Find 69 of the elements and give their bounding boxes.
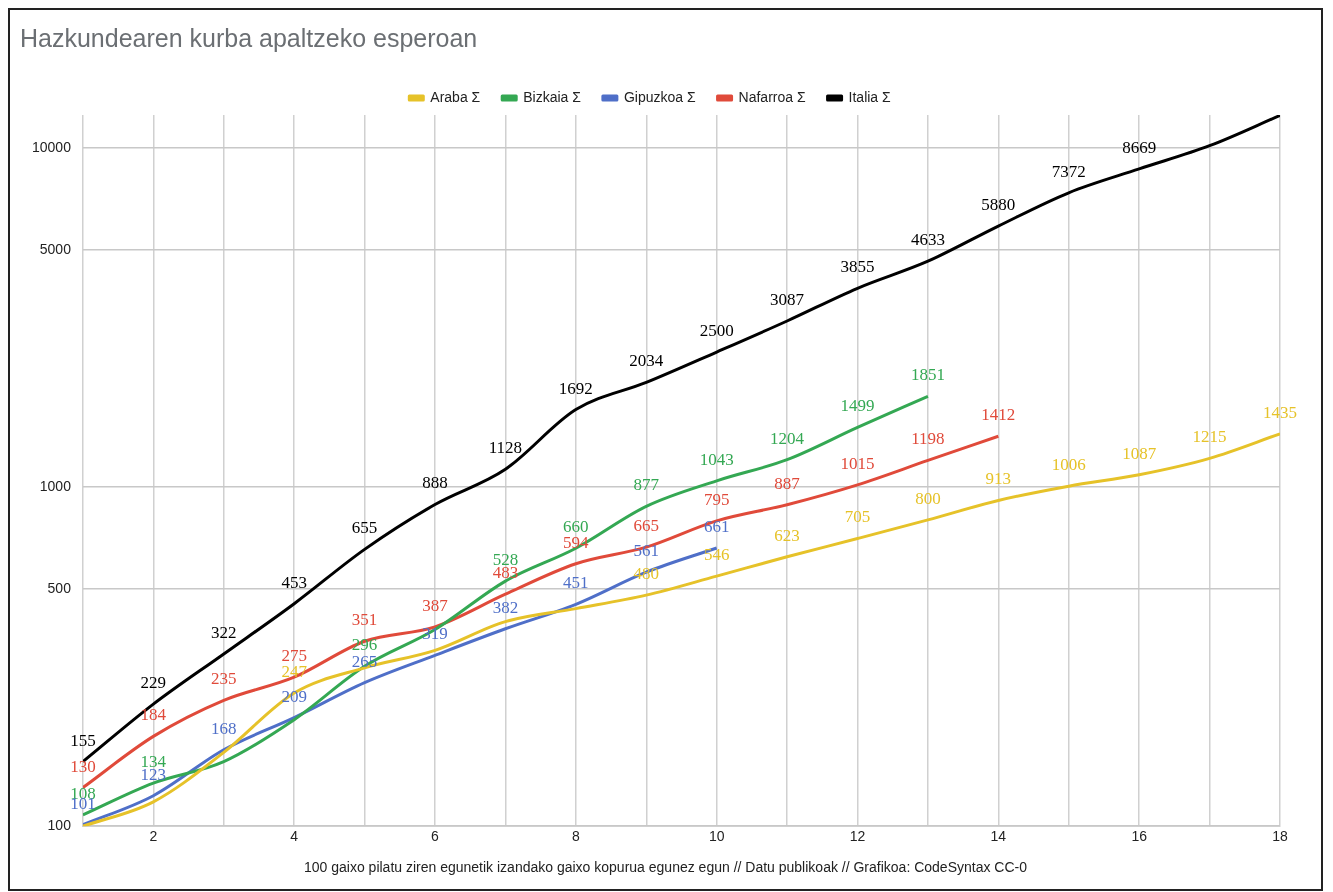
data-label: 229 xyxy=(140,673,167,693)
data-label: 1204 xyxy=(770,428,805,448)
data-label: 235 xyxy=(211,669,237,689)
data-label: 319 xyxy=(422,624,448,644)
data-label: 7372 xyxy=(1051,161,1086,181)
data-label: 888 xyxy=(422,473,448,493)
y-tick-label: 10000 xyxy=(31,138,72,155)
data-label: 1851 xyxy=(910,365,945,385)
x-tick-label: 4 xyxy=(290,828,299,845)
data-label: 1128 xyxy=(488,438,523,458)
x-tick-label: 8 xyxy=(571,828,580,845)
data-label: 1015 xyxy=(840,453,875,473)
x-tick-label: 12 xyxy=(849,828,866,845)
data-label: 655 xyxy=(351,518,378,538)
legend-label: Nafarroa Σ xyxy=(738,88,806,105)
data-label: 795 xyxy=(703,489,730,509)
x-tick-label: 10 xyxy=(708,828,725,845)
data-label: 3087 xyxy=(770,289,805,309)
data-label: 887 xyxy=(774,473,801,493)
x-tick-label: 18 xyxy=(1272,828,1288,845)
data-label: 546 xyxy=(703,545,730,565)
legend-label: Italia Σ xyxy=(848,88,892,105)
data-label: 705 xyxy=(844,507,871,527)
data-label: 387 xyxy=(422,595,449,615)
data-label: 453 xyxy=(281,572,307,592)
data-label: 382 xyxy=(492,597,519,617)
data-label: 4633 xyxy=(910,230,945,250)
data-label: 1412 xyxy=(981,405,1016,425)
data-label: 130 xyxy=(70,756,96,776)
text: 100 gaixo pilatu ziren egunetik izandako gaixo kopurua egunez egun // Datu publikoak // Grafikoa: CodeSyntax CC-0 xyxy=(303,858,1028,877)
data-label: 913 xyxy=(985,469,1012,489)
data-label: 623 xyxy=(774,525,800,545)
data-label: 5880 xyxy=(981,195,1016,215)
data-label: 1692 xyxy=(558,378,593,398)
data-label: 2034 xyxy=(629,351,664,371)
legend-label: Araba Σ xyxy=(430,88,481,105)
data-label: 275 xyxy=(281,646,307,666)
data-label: 451 xyxy=(563,573,589,593)
data-label: 2500 xyxy=(699,321,734,341)
y-tick-label: 500 xyxy=(47,579,72,596)
x-tick-label: 6 xyxy=(431,828,440,845)
y-tick-label: 5000 xyxy=(39,240,72,257)
data-label: 1043 xyxy=(699,449,734,469)
data-label: 155 xyxy=(70,730,96,750)
data-label: 1198 xyxy=(911,429,945,449)
data-label: 877 xyxy=(633,475,660,495)
data-label: 1215 xyxy=(1192,427,1227,447)
data-label: 1087 xyxy=(1122,443,1157,463)
x-tick-label: 14 xyxy=(990,828,1007,845)
data-label: 351 xyxy=(351,610,378,630)
data-label: 661 xyxy=(703,516,730,536)
data-label: 800 xyxy=(915,488,941,508)
data-label: 322 xyxy=(211,622,237,642)
legend-label: Gipuzkoa Σ xyxy=(623,88,696,105)
chart-title: Hazkundearen kurba apaltzeko esperoan xyxy=(19,23,479,54)
y-tick-label: 100 xyxy=(47,817,72,834)
data-label: 1435 xyxy=(1263,402,1297,422)
data-label: 184 xyxy=(140,705,167,725)
data-label: 8669 xyxy=(1122,137,1157,157)
data-label: 1006 xyxy=(1051,455,1086,475)
x-tick-label: 16 xyxy=(1131,828,1148,845)
data-label: 665 xyxy=(633,516,660,536)
data-label: 3855 xyxy=(840,257,875,277)
data-label: 168 xyxy=(211,718,237,738)
y-tick-label: 1000 xyxy=(39,477,72,494)
legend-label: Bizkaia Σ xyxy=(523,88,582,105)
data-label: 1499 xyxy=(840,396,875,416)
data-label: 265 xyxy=(351,651,378,671)
x-tick-label: 2 xyxy=(149,828,158,845)
